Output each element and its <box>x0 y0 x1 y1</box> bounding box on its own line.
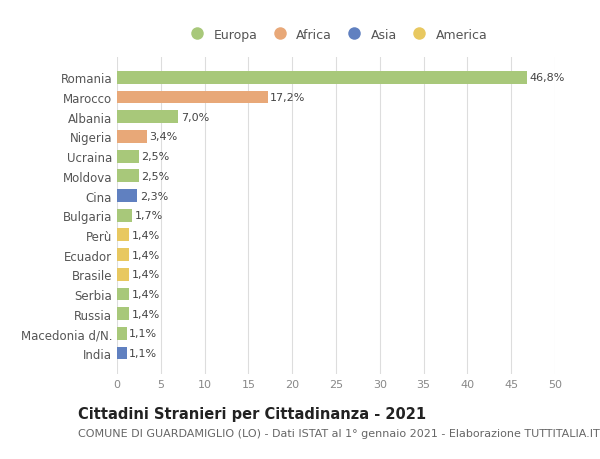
Bar <box>117 170 139 183</box>
Legend: Europa, Africa, Asia, America: Europa, Africa, Asia, America <box>185 29 487 42</box>
Text: 2,3%: 2,3% <box>140 191 168 201</box>
Text: 1,4%: 1,4% <box>132 230 160 241</box>
Text: 17,2%: 17,2% <box>270 93 305 103</box>
Bar <box>117 131 147 144</box>
Bar <box>117 151 139 163</box>
Bar <box>117 288 129 301</box>
Bar <box>117 72 527 84</box>
Text: 3,4%: 3,4% <box>149 132 178 142</box>
Bar <box>117 249 129 262</box>
Text: 1,1%: 1,1% <box>129 348 157 358</box>
Text: 46,8%: 46,8% <box>530 73 565 83</box>
Text: 1,4%: 1,4% <box>132 250 160 260</box>
Text: 1,7%: 1,7% <box>134 211 163 221</box>
Bar <box>117 91 268 104</box>
Text: 1,4%: 1,4% <box>132 309 160 319</box>
Bar <box>117 327 127 340</box>
Bar <box>117 269 129 281</box>
Bar <box>117 111 178 124</box>
Bar <box>117 308 129 320</box>
Bar <box>117 190 137 202</box>
Bar <box>117 209 132 222</box>
Text: 1,1%: 1,1% <box>129 329 157 339</box>
Text: 1,4%: 1,4% <box>132 270 160 280</box>
Text: 2,5%: 2,5% <box>142 171 170 181</box>
Bar <box>117 229 129 242</box>
Text: Cittadini Stranieri per Cittadinanza - 2021: Cittadini Stranieri per Cittadinanza - 2… <box>78 406 426 421</box>
Text: 1,4%: 1,4% <box>132 289 160 299</box>
Text: 7,0%: 7,0% <box>181 112 209 123</box>
Bar <box>117 347 127 360</box>
Text: COMUNE DI GUARDAMIGLIO (LO) - Dati ISTAT al 1° gennaio 2021 - Elaborazione TUTTI: COMUNE DI GUARDAMIGLIO (LO) - Dati ISTAT… <box>78 428 600 438</box>
Text: 2,5%: 2,5% <box>142 152 170 162</box>
